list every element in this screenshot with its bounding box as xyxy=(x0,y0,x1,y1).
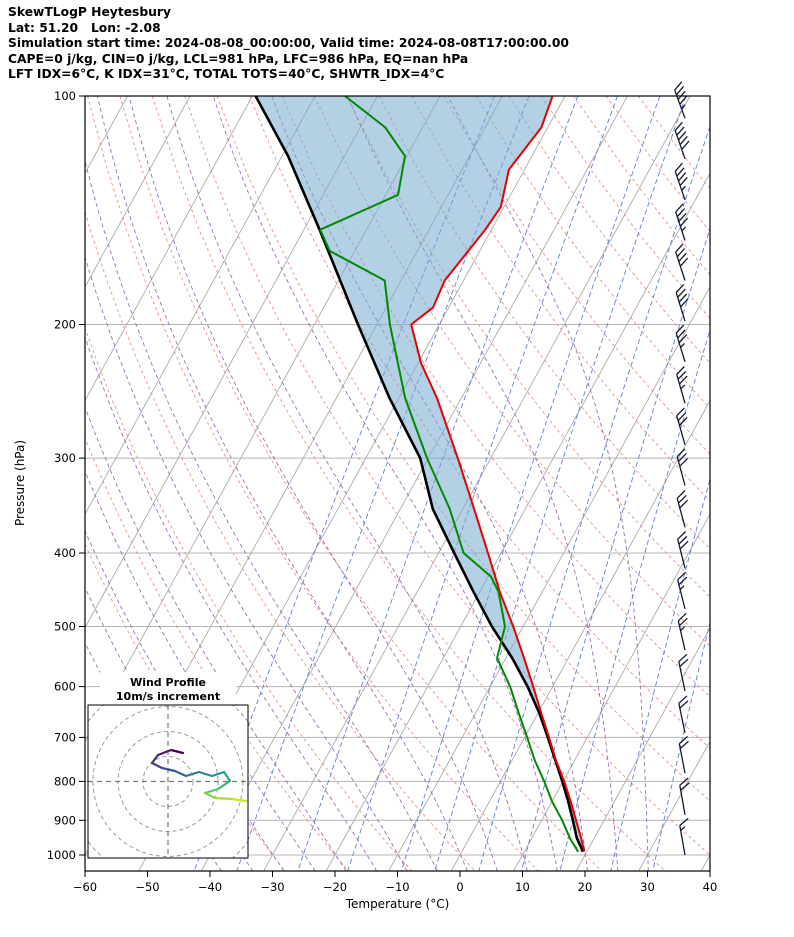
x-tick-label: −10 xyxy=(385,880,409,894)
y-tick-label: 900 xyxy=(54,813,76,827)
hodograph-trace-segment xyxy=(216,779,232,791)
y-axis-label: Pressure (hPa) xyxy=(13,440,27,526)
header-times: Simulation start time: 2024-08-08_00:00:… xyxy=(8,36,569,51)
axes: −60 −50 −40 −30 −20 −10 0 10 20 30 40 100 200 300 400 5… xyxy=(13,89,717,911)
x-tick-label: −30 xyxy=(260,880,284,894)
y-tick-label: 200 xyxy=(54,318,76,332)
hodograph-subtitle: 10m/s increment xyxy=(116,690,220,703)
y-tick-label: 700 xyxy=(54,730,76,744)
hodograph-trace-segment xyxy=(169,748,185,755)
wind-barbs xyxy=(674,81,690,856)
x-tick-label: −50 xyxy=(135,880,159,894)
hodograph-trace-segment xyxy=(150,753,160,765)
hodograph-trace-segment xyxy=(213,796,234,801)
hodograph-trace-segment xyxy=(156,748,173,757)
y-tick-label: 100 xyxy=(54,89,76,103)
y-tick-label: 500 xyxy=(54,620,76,634)
hodograph-trace-segment xyxy=(230,797,248,803)
temperature-line xyxy=(410,96,586,852)
x-tick-label: −60 xyxy=(73,880,97,894)
x-tick-label: 0 xyxy=(456,880,463,894)
header-cape-indices: CAPE=0 j/kg, CIN=0 j/kg, LCL=981 hPa, LF… xyxy=(8,51,469,66)
x-tick-label: −40 xyxy=(198,880,222,894)
x-tick-label: 10 xyxy=(515,880,530,894)
x-tick-label: 20 xyxy=(578,880,593,894)
hodograph-trace-segment xyxy=(222,770,232,783)
hodograph-trace-segment xyxy=(210,770,226,778)
hodograph-trace-segment xyxy=(184,770,201,778)
hodograph-trace-segment xyxy=(203,791,217,800)
hodograph-title: Wind Profile xyxy=(130,676,206,689)
hodograph-trace-segment xyxy=(150,761,164,770)
hodograph-trace-segment xyxy=(197,770,214,778)
x-tick-label: −20 xyxy=(323,880,347,894)
y-tick-label: 400 xyxy=(54,546,76,560)
x-tick-label: 40 xyxy=(703,880,718,894)
dewpoint-line xyxy=(319,96,579,853)
header-latlon: Lat: 51.20 Lon: -2.08 xyxy=(8,20,161,35)
chart-header: SkewTLogP Heytesbury Lat: 51.20 Lon: -2.… xyxy=(8,5,569,83)
header-stability-indices: LFT IDX=6°C, K IDX=31°C, TOTAL TOTS=40°C… xyxy=(8,67,445,82)
y-tick-label: 300 xyxy=(54,451,76,465)
x-axis-label: Temperature (°C) xyxy=(345,897,450,911)
hodograph-frame xyxy=(87,704,249,859)
y-tick-label: 1000 xyxy=(47,848,76,862)
hodograph-trace-segment xyxy=(173,769,188,778)
chart-title: SkewTLogP Heytesbury xyxy=(8,5,171,19)
y-tick-label: 600 xyxy=(54,680,76,694)
hodograph-trace-segment xyxy=(203,787,220,795)
hodograph-trace-segment xyxy=(160,766,177,773)
y-tick-label: 800 xyxy=(54,774,76,788)
cin-shading xyxy=(255,96,585,852)
x-tick-label: 30 xyxy=(640,880,655,894)
